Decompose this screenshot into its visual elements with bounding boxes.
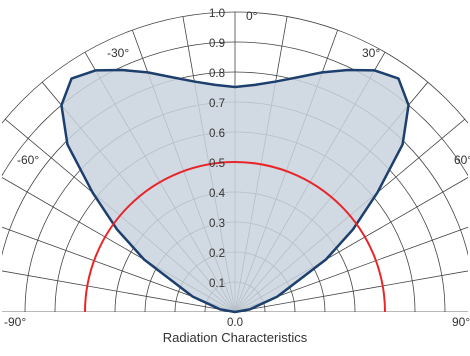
radial-tick-label: 0.6 — [209, 128, 225, 140]
angle-tick-label: 90° — [452, 315, 470, 329]
radial-tick-label: 0.9 — [209, 38, 225, 50]
chart-title: Radiation Characteristics — [162, 330, 308, 345]
angle-tick-label: 0° — [246, 9, 258, 23]
radial-tick-label: 0.4 — [209, 188, 226, 200]
series-0-line — [60, 68, 410, 314]
radial-tick-label: 0.7 — [209, 98, 225, 110]
tick-labels: 0.0 0.1 0.2 0.3 0.4 0.5 0.6 0.7 0.8 0.9 1.0 -90° -60… — [4, 8, 470, 329]
angle-tick-label: -60° — [17, 153, 39, 167]
series-0-area — [61, 70, 409, 313]
angle-tick-label: -90° — [4, 315, 26, 329]
radial-tick-label: 0.1 — [209, 278, 225, 290]
radial-tick-label: 0.0 — [227, 317, 243, 329]
angle-tick-label: 30° — [362, 46, 380, 60]
series-layer — [60, 68, 410, 314]
series-1-line — [84, 161, 386, 313]
radial-tick-label: 0.5 — [209, 158, 225, 170]
angle-tick-label: -30° — [107, 46, 129, 60]
radial-tick-label: 0.8 — [209, 68, 225, 80]
radial-tick-label: 0.2 — [209, 248, 225, 260]
radial-tick-label: 0.3 — [209, 218, 225, 230]
radial-tick-label: 1.0 — [209, 8, 225, 20]
angle-tick-label: 60° — [454, 153, 470, 167]
